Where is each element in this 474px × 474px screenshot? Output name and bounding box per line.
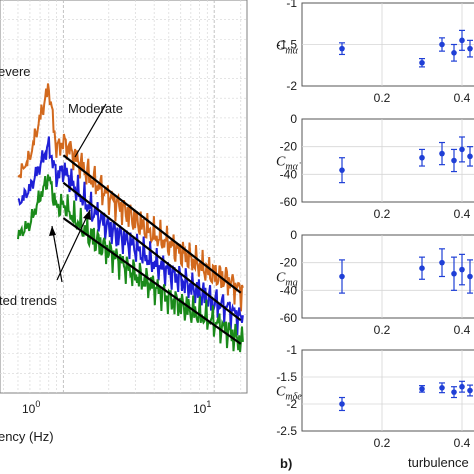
subplot-ytick: 0 — [290, 112, 297, 126]
data-point — [439, 385, 445, 391]
subplot-ytick: -40 — [280, 167, 298, 181]
data-point — [459, 383, 465, 390]
subplot-4: -1 -1.5 -2 -2.5 Cmδe 0.2 0.4 — [276, 343, 474, 450]
data-point — [339, 45, 345, 52]
subplot-xtick: 0.2 — [374, 91, 391, 105]
subplot-ytick: -20 — [280, 256, 298, 270]
series-moderate — [17, 136, 244, 336]
data-point — [439, 259, 445, 266]
arrowhead-2 — [49, 226, 56, 236]
series-light — [17, 174, 244, 353]
psd-panel: evere Moderate ted trends 100 101 Freque… — [0, 0, 248, 444]
subplot-ytick: -40 — [280, 283, 298, 297]
subplot-xtick: 0.2 — [374, 207, 391, 221]
subplot-ylabel: Cmδe — [276, 385, 302, 403]
data-point — [419, 265, 425, 272]
data-point — [439, 41, 445, 48]
subplot-xtick: 0.2 — [374, 436, 391, 450]
psd-series — [17, 83, 244, 353]
subplot-ytick: -1.5 — [276, 38, 297, 52]
subplot-ytick: -60 — [280, 195, 298, 209]
data-point — [467, 387, 473, 394]
fitted-trend-lines — [62, 154, 242, 345]
moderate-pointer — [74, 103, 107, 158]
data-point — [451, 50, 457, 56]
xtick-10: 101 — [193, 399, 211, 416]
trend-severe — [62, 154, 242, 294]
subplot-xtick: 0.4 — [454, 436, 471, 450]
subplot-ytick: -2 — [286, 79, 297, 93]
fitted-trend-arrow-1 — [56, 209, 91, 281]
data-point — [451, 157, 457, 164]
xtick-1: 100 — [22, 399, 40, 416]
subplot-xtick: 0.4 — [454, 207, 471, 221]
turbulence-xlabel: turbulence — [408, 455, 469, 470]
subplot-ytick: -1.5 — [276, 370, 297, 384]
series-severe — [17, 83, 244, 312]
fitted-trends-label: ted trends — [0, 293, 57, 308]
psd-xlabel: Frequency (Hz) — [0, 429, 54, 444]
data-point — [439, 150, 445, 157]
subplot-ytick: -20 — [280, 140, 298, 154]
data-point — [467, 153, 473, 160]
subplot-ytick: 0 — [290, 228, 297, 242]
data-point — [459, 37, 465, 44]
data-point — [459, 266, 465, 273]
psd-grid — [0, 0, 247, 393]
data-point — [419, 59, 425, 66]
moderate-label: Moderate — [68, 101, 123, 116]
data-point — [339, 273, 345, 280]
data-point — [451, 270, 457, 277]
subplot-frame — [301, 349, 474, 432]
subplot-xtick: 0.2 — [374, 323, 391, 337]
subplot-ytick: -1 — [286, 0, 297, 10]
trend-moderate — [62, 181, 242, 322]
subplot-ytick: -60 — [280, 311, 298, 325]
data-point — [339, 167, 345, 173]
data-point — [419, 386, 425, 392]
trend-light — [62, 217, 242, 345]
subplot-ytick: -1 — [286, 343, 297, 357]
subplot-xtick: 0.4 — [454, 91, 471, 105]
panel-b-label: b) — [280, 456, 292, 471]
subplot-frame — [301, 118, 474, 203]
data-point — [419, 154, 425, 161]
subplot-xtick: 0.4 — [454, 323, 471, 337]
data-point — [467, 45, 473, 52]
data-point — [339, 401, 345, 407]
arrowhead-1 — [83, 210, 91, 220]
data-point — [459, 146, 465, 153]
severe-label: evere — [0, 64, 31, 79]
data-point — [451, 389, 457, 395]
data-point — [467, 273, 473, 280]
subplot-ytick: -2.5 — [276, 424, 297, 438]
subplot-ytick: -2 — [286, 397, 297, 411]
subplot-frame — [301, 234, 474, 319]
